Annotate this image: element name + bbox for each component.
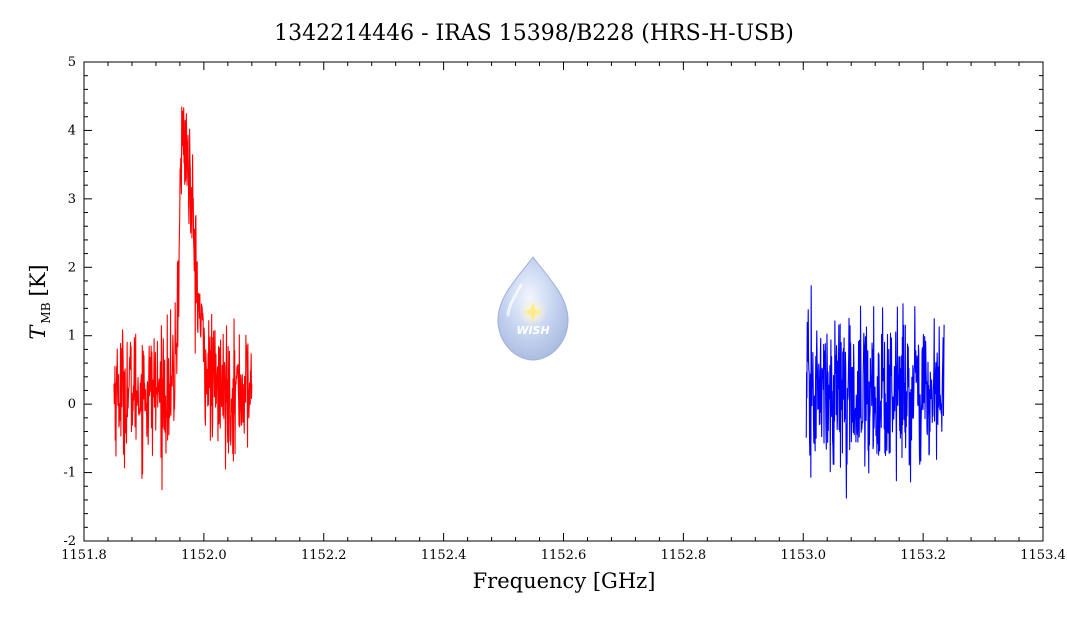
spectrum-series-2 (805, 285, 945, 499)
y-tick-label: 2 (68, 260, 76, 275)
y-tick-label: 5 (68, 55, 76, 70)
x-tick-label: 1151.8 (61, 548, 107, 563)
x-tick-label: 1152.2 (301, 548, 347, 563)
y-axis-unit: [K] (26, 264, 50, 296)
y-tick-label: -2 (63, 534, 76, 549)
spectrum-series-1 (113, 106, 253, 491)
x-tick-label: 1152.4 (421, 548, 467, 563)
x-tick-label: 1152.8 (661, 548, 707, 563)
x-axis-label: Frequency [GHz] (473, 569, 656, 593)
plot-area: 1151.8 1152.0 1152.2 1152.4 1152.6 1152.8 1153… (61, 55, 1066, 563)
x-tick-label: 1153.4 (1020, 548, 1066, 563)
x-tick-label: 1152.0 (181, 548, 227, 563)
chart-title: 1342214446 - IRAS 15398/B228 (HRS-H-USB) (274, 21, 794, 46)
y-axis-symbol: T (26, 324, 50, 340)
y-tick-label: 3 (68, 192, 76, 207)
x-tick-label: 1152.6 (541, 548, 587, 563)
x-tick-label: 1153.2 (900, 548, 946, 563)
y-axis-label: TMB [K] (26, 264, 53, 339)
x-tick-label: 1153.0 (781, 548, 827, 563)
y-tick-label: 1 (68, 329, 76, 344)
y-tick-label: 0 (68, 397, 76, 412)
y-tick-label: 4 (68, 123, 76, 138)
y-axis-subscript: MB (39, 302, 53, 323)
svg-text:TMB[K]: TMB [K] (26, 264, 53, 339)
wish-text: WISH (516, 324, 549, 337)
wish-logo: WISH (497, 256, 569, 361)
star-icon (524, 302, 542, 322)
y-tick-label: -1 (63, 466, 76, 481)
